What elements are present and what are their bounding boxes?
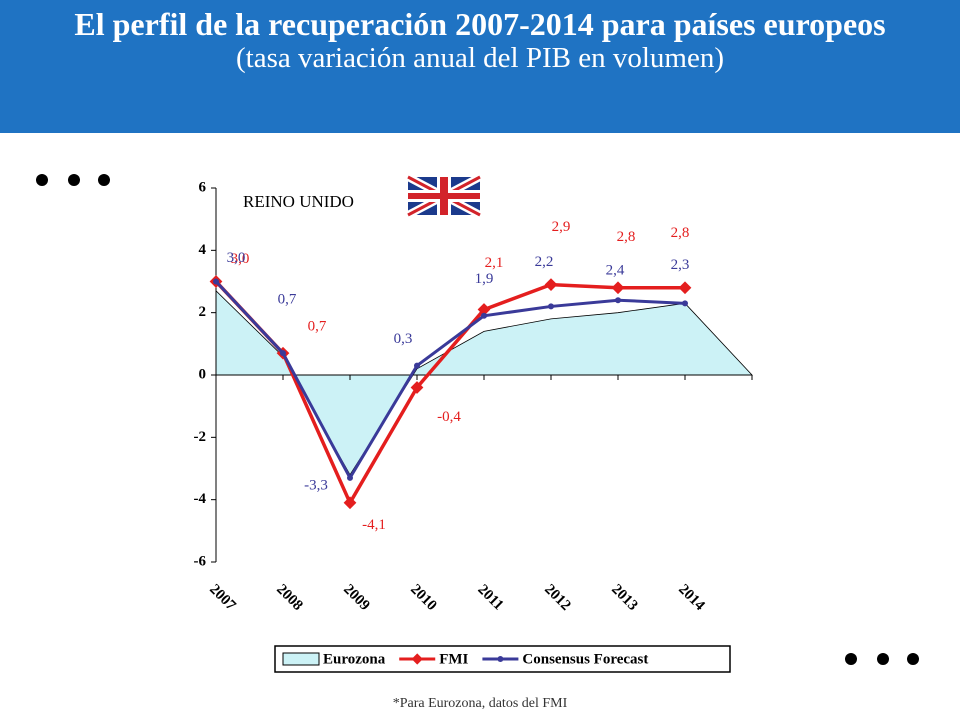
legend-label: Eurozona	[323, 651, 386, 667]
line	[214, 280, 686, 481]
marker	[682, 300, 688, 307]
area	[215, 289, 753, 476]
y-tick-label: -4	[194, 491, 207, 507]
marker	[611, 281, 625, 295]
legend-swatch	[282, 652, 320, 666]
x-tick-label: 2007	[206, 581, 239, 614]
value-label: 0,7	[308, 319, 327, 335]
x-tick-label: 2012	[541, 581, 574, 614]
legend-label: FMI	[439, 651, 468, 667]
value-label: 1,9	[475, 271, 494, 287]
line	[214, 280, 685, 507]
y-tick-label: -2	[194, 429, 207, 445]
marker	[477, 303, 491, 316]
y-tick-label: 6	[199, 179, 207, 195]
value-label: 2,8	[617, 229, 636, 245]
legend-marker	[497, 656, 504, 662]
marker	[615, 297, 621, 304]
value-label: 0,7	[278, 292, 297, 308]
marker	[213, 278, 219, 285]
marker	[678, 281, 692, 295]
x-tick-label: 2010	[407, 581, 440, 614]
subtitle: (tasa variación anual del PIB en volumen…	[235, 42, 724, 74]
dots	[36, 174, 919, 665]
marker	[343, 496, 357, 510]
value-label: -3,3	[304, 477, 328, 493]
x-tick-label: 2014	[675, 581, 708, 614]
y-tick-label: 2	[199, 304, 207, 320]
marker	[410, 381, 424, 394]
value-label: -0,4	[437, 409, 461, 425]
value-label: 3,0	[227, 250, 246, 266]
value-label: 2,8	[671, 225, 690, 241]
title: El perfil de la recuperación 2007-2014 p…	[74, 6, 886, 42]
annotation: REINO UNIDO	[243, 192, 354, 211]
marker	[544, 278, 558, 291]
uk-flag	[406, 173, 482, 219]
value-label: 2,4	[606, 263, 625, 279]
value-label: 3,0	[231, 251, 250, 267]
legend-marker	[411, 653, 423, 665]
value-label: 2,1	[485, 255, 504, 271]
y-tick-label: -6	[194, 553, 207, 569]
marker	[347, 474, 353, 481]
value-label: 2,9	[552, 219, 571, 235]
marker	[481, 312, 487, 319]
x-tick-label: 2008	[273, 581, 306, 614]
footnote: *Para Eurozona, datos del FMI	[393, 696, 568, 711]
legend: Eurozona FMI Consensus Forecast	[274, 645, 731, 673]
x-tick-label: 2009	[340, 581, 373, 614]
y-tick-label: 0	[199, 366, 207, 382]
marker	[280, 350, 286, 357]
value-label: 0,3	[394, 331, 413, 347]
marker	[414, 362, 420, 369]
legend-label: Consensus Forecast	[522, 651, 648, 667]
x-tick-label: 2013	[608, 581, 641, 614]
value-label: -4,1	[362, 517, 386, 533]
value-label: 2,2	[535, 254, 554, 270]
value-label: 2,3	[671, 257, 690, 273]
header: El perfil de la recuperación 2007-2014 p…	[0, 0, 960, 133]
y-tick-label: 4	[199, 242, 207, 258]
x-tick-label: 2011	[474, 582, 506, 614]
marker	[548, 303, 554, 310]
